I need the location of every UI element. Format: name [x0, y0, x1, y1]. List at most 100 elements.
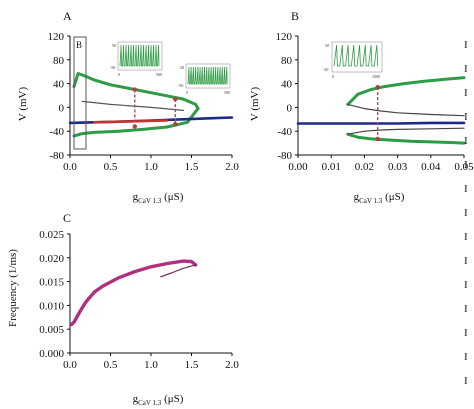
- panel-b-series-unstable-lower: [347, 127, 465, 135]
- panel-a-box-label: B: [76, 40, 82, 50]
- right-edge-glyph: I: [464, 375, 468, 387]
- panel-c-xtick-label: 1.0: [144, 359, 158, 371]
- right-edge-glyph: I: [464, 231, 468, 243]
- right-edge-glyph: I: [464, 279, 468, 291]
- right-edge-glyph: I: [464, 183, 468, 195]
- panel-a-inset-1-ytick-top: 50: [112, 43, 116, 48]
- panel-b-series-osc-min: [346, 132, 466, 145]
- panel-b-marker-point: [375, 84, 380, 90]
- panel-a-xtick-label: 0.0: [63, 161, 77, 173]
- panel-a-series-unstable-fixed-point: [93, 119, 169, 124]
- panel-b-xtick-label: 0.03: [388, 161, 408, 173]
- panel-b-xtick-label: 0.05: [454, 161, 474, 173]
- panel-c-ytick-label: 0.010: [39, 300, 64, 312]
- panel-c-series-frequency-tail: [160, 264, 197, 278]
- panel-a-xtick-label: 1.5: [185, 161, 199, 173]
- panel-a-ytick-label: 0: [59, 102, 65, 114]
- panel-a-inset-2-ytick-top: 50: [180, 65, 184, 70]
- panel-c-label: C: [63, 211, 71, 225]
- panel-c-xtick-label: 2.0: [225, 359, 239, 371]
- panel-a-series-unstable-branch: [81, 100, 184, 112]
- right-edge-glyph: I: [464, 255, 468, 267]
- panel-a-marker-point: [132, 87, 137, 92]
- panel-b-xlabel: gCaV 1.3 (μS): [354, 191, 405, 205]
- panel-b-xtick-label: 0.00: [288, 161, 308, 173]
- panel-c-ytick-label: 0.005: [39, 324, 64, 336]
- panel-b-ytick-label: -40: [277, 126, 292, 138]
- panel-a-ytick-label: 80: [53, 55, 65, 67]
- panel-a-series-osc-min: [72, 107, 200, 138]
- panel-a-ytick-label: -40: [49, 126, 64, 138]
- panel-b-ytick-label: 80: [281, 55, 293, 67]
- panel-c-xtick-label: 1.5: [185, 359, 199, 371]
- panel-b-inset-xtick-end: 1000: [372, 74, 380, 79]
- panel-b-label: B: [291, 9, 299, 23]
- panel-a-inset-2-xtick-end: 500: [224, 90, 230, 95]
- panel-b-series-stable-fixed-point: [296, 121, 466, 125]
- right-edge-glyph: I: [464, 87, 468, 99]
- panel-a-inset-1-xtick-end: 500: [156, 72, 162, 77]
- panel-a-ytick-label: 40: [53, 79, 65, 91]
- panel-c-ytick-label: 0.025: [39, 229, 64, 241]
- panel-a-plot: 0.0 0.5 1.0 1.5 2.0 -80 -40 0 40 80 120: [48, 31, 240, 173]
- panel-c-xtick-label: 0.5: [104, 359, 118, 371]
- panel-a: A 0.0 0.5 1.0 1.5 2.0 -80 -40 0 40 80 120 V (mV) g…: [17, 9, 239, 205]
- right-edge-glyph: I: [464, 351, 468, 363]
- right-edge-glyph: I: [464, 159, 468, 171]
- right-edge-glyph: I: [464, 63, 468, 75]
- panel-b-xtick-label: 0.04: [421, 161, 441, 173]
- panel-a-marker-point: [132, 124, 137, 129]
- panel-a-ytick-label: 120: [48, 31, 65, 43]
- panel-a-series-osc-max: [72, 72, 200, 111]
- panel-a-inset-1-ytick-bottom: -50: [110, 65, 115, 70]
- right-edge-glyph: I: [464, 39, 468, 51]
- panel-a-inset-2-trace: [187, 66, 228, 85]
- panel-a-inset-2-xtick-start: 0: [186, 90, 188, 95]
- panel-c-xtick-label: 0.0: [63, 359, 77, 371]
- panel-b-inset-trace: [333, 44, 379, 67]
- panel-c-ylabel: Frequency (1/ms): [7, 249, 19, 327]
- right-edge-glyph: I: [464, 111, 468, 123]
- panel-a-inset-1-trace: [119, 44, 160, 67]
- right-edge-glyph: I: [464, 327, 468, 339]
- panel-a-ytick-label: -80: [49, 150, 64, 162]
- panel-a-xlabel: gCaV 1.3 (μS): [133, 191, 184, 205]
- panel-c-ytick-label: 0.015: [39, 277, 64, 289]
- panel-a-marker-point: [173, 121, 178, 127]
- panel-c-ytick-label: 0.000: [39, 348, 64, 360]
- panel-a-xtick-label: 2.0: [225, 161, 239, 173]
- panel-a-inset-2: 50 -50 0 500: [178, 63, 231, 95]
- panel-b-ytick-label: 120: [276, 31, 293, 43]
- panel-b-inset-xtick-start: 0: [332, 74, 334, 79]
- panel-b-marker-point: [375, 136, 380, 142]
- panel-c-plot: 0.0 0.5 1.0 1.5 2.0 0.000 0.005 0.010 0.015 0.020…: [39, 229, 239, 371]
- panel-a-inset-1: 50 -50 0 500: [110, 41, 163, 77]
- panel-a-inset-1-xtick-start: 0: [118, 72, 120, 77]
- panel-c-xlabel: gCaV 1.3 (μS): [133, 393, 184, 407]
- panel-a-label: A: [63, 9, 72, 23]
- right-edge-glyph: I: [464, 135, 468, 147]
- panel-b-ytick-label: 40: [281, 79, 293, 91]
- panel-a-bistable-box: [73, 36, 87, 150]
- panel-b-series-unstable-upper: [347, 103, 465, 117]
- panel-c: C 0.0 0.5 1.0 1.5 2.00.0000.0050.0100.0150.0…: [7, 211, 239, 407]
- panel-a-inset-2-ytick-bottom: -50: [178, 83, 183, 88]
- panel-b-ylabel: V (mV): [249, 87, 261, 122]
- panel-a-marker-point: [173, 96, 178, 102]
- panel-a-ylabel: V (mV): [17, 87, 29, 122]
- panel-b-series-osc-max: [346, 76, 466, 106]
- panel-b-inset-ytick-bottom: -50: [323, 67, 328, 72]
- panel-b-xtick-label: 0.02: [355, 161, 374, 173]
- panel-b-xtick-label: 0.01: [322, 161, 341, 173]
- panel-a-xtick-label: 0.5: [104, 161, 118, 173]
- panel-b-inset-ytick-top: 50: [325, 43, 329, 48]
- panel-c-series-frequency: [69, 259, 198, 327]
- right-edge-glyph: I: [464, 303, 468, 315]
- panel-b-plot: 0.00 0.01 0.02 0.03 0.04 0.05 -80 -40 0 40 80 120: [276, 31, 474, 173]
- panel-b-ytick-label: -80: [277, 150, 292, 162]
- panel-b: B 0.00 0.01 0.02 0.03 0.04 0.05 -80 -40 0 40 80 120…: [249, 9, 474, 205]
- panel-c-ytick-label: 0.020: [39, 253, 64, 265]
- panel-b-ytick-label: 0: [287, 102, 293, 114]
- panel-a-xtick-label: 1.0: [144, 161, 158, 173]
